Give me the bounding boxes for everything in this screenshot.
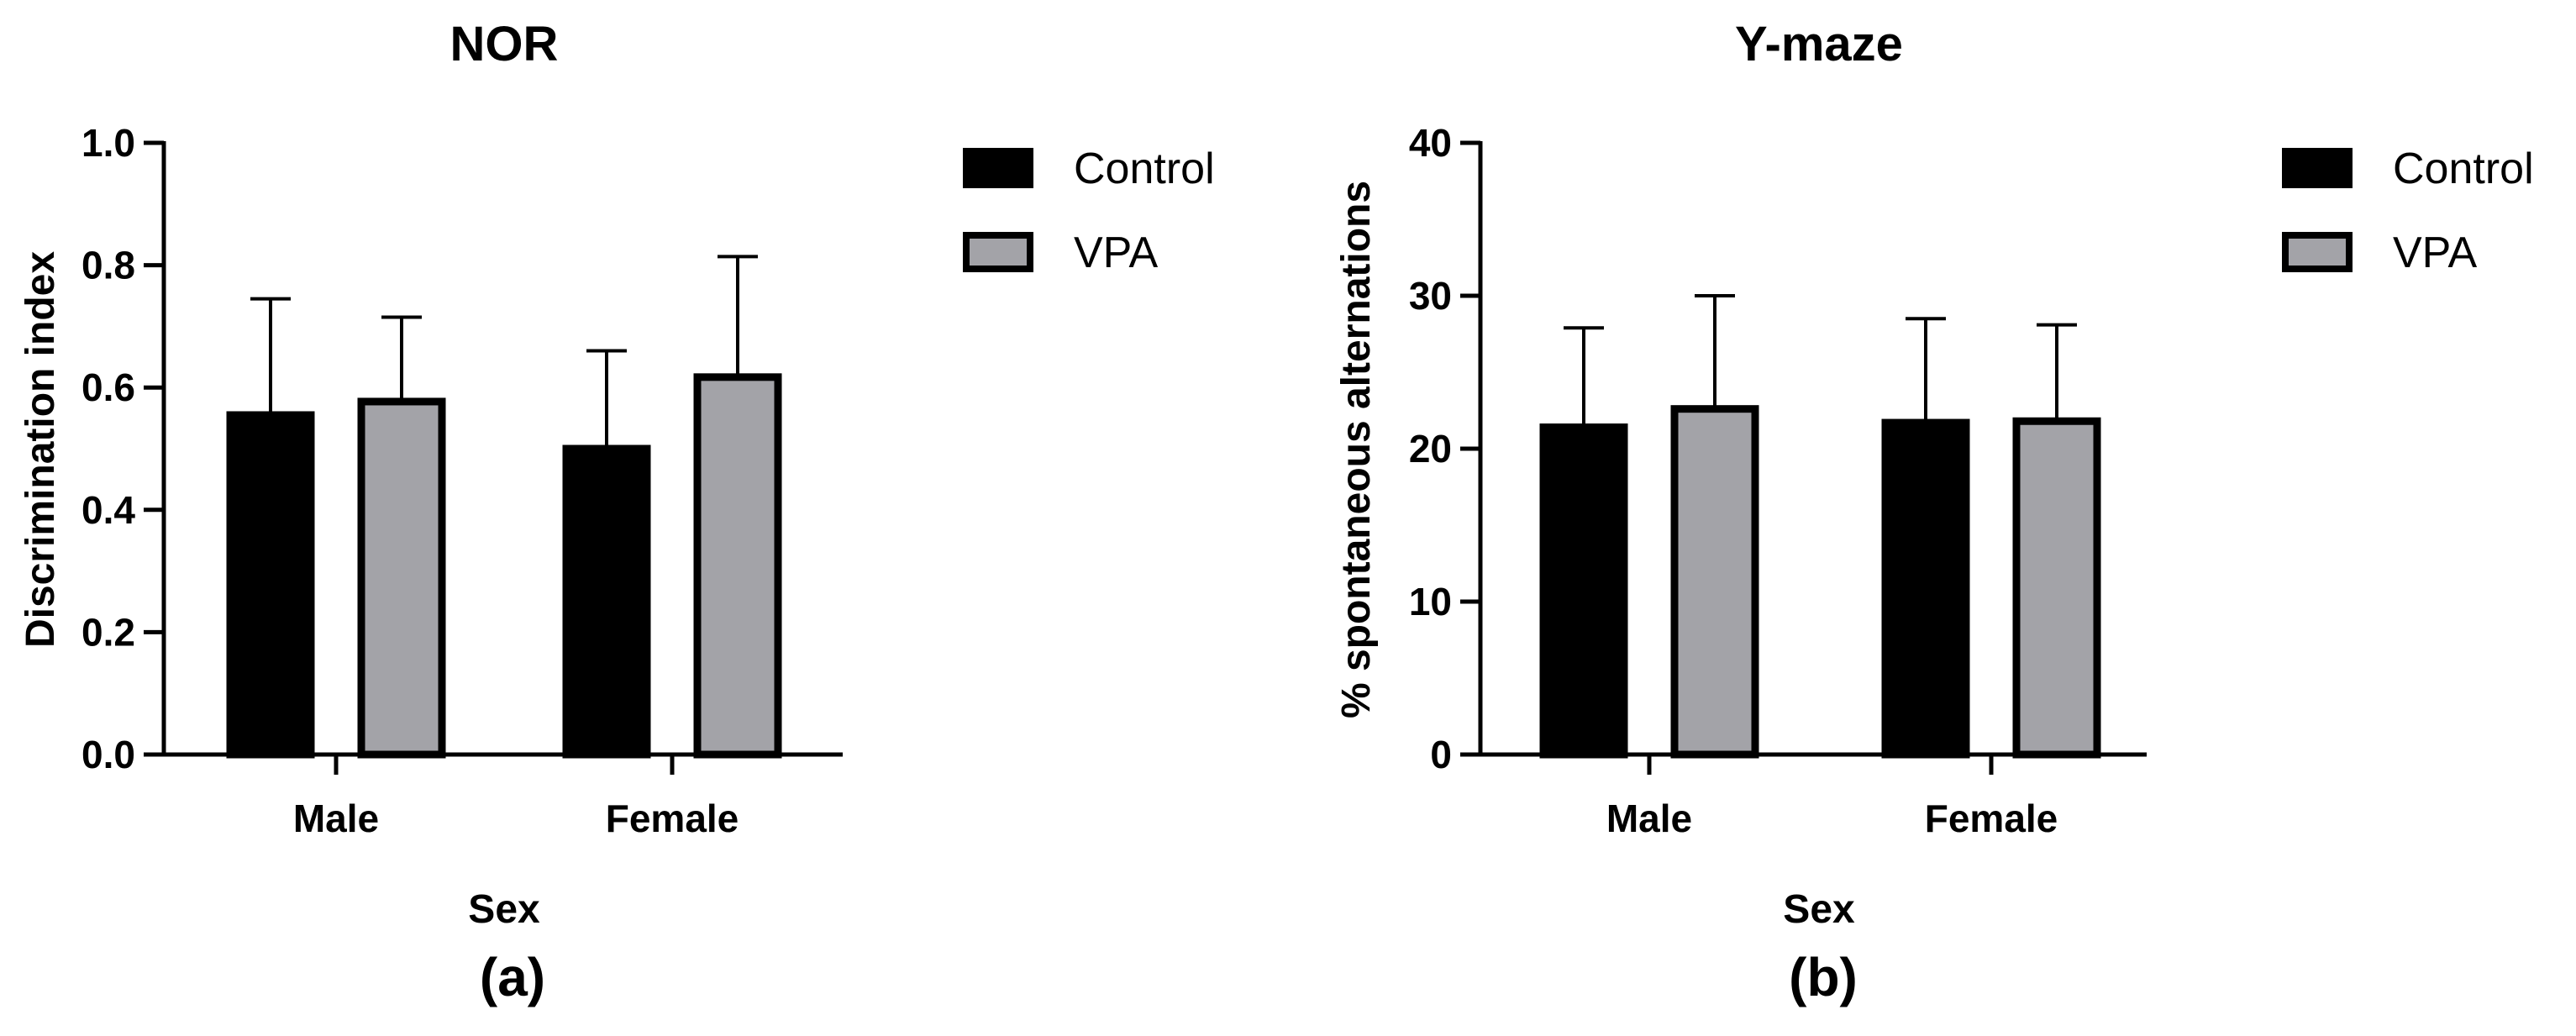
y-tick-label: 1.0: [81, 121, 135, 165]
x-tick-label: Female: [606, 797, 739, 840]
legend-label: VPA: [1074, 229, 1159, 277]
bar: [1670, 405, 1759, 759]
y-tick-label: 0.0: [81, 733, 135, 776]
legend-label: Control: [1074, 145, 1215, 193]
chart-title: NOR: [450, 17, 559, 71]
y-tick-label: 40: [1409, 121, 1452, 165]
x-tick-label: Female: [1925, 797, 2058, 840]
plot-area: 0 10 20 30 40 Male Female: [1409, 121, 2147, 840]
x-axis-label: Sex: [468, 887, 540, 932]
bar: [693, 373, 782, 759]
y-axis-label: % spontaneous alternations: [1334, 181, 1379, 718]
legend: Control VPA: [2282, 145, 2534, 277]
bar: [226, 411, 315, 759]
y-tick-label: 0.4: [81, 488, 135, 532]
legend-swatch: [963, 232, 1033, 272]
y-tick-label: 20: [1409, 427, 1452, 471]
y-tick-label: 0: [1430, 733, 1452, 776]
x-axis-label: Sex: [1783, 887, 1855, 932]
x-tick-label: Male: [293, 797, 379, 840]
y-tick-label: 0.2: [81, 610, 135, 654]
legend: Control VPA: [963, 145, 1215, 277]
bar: [1881, 418, 1970, 759]
chart-title: Y-maze: [1735, 17, 1903, 71]
bar: [357, 397, 446, 759]
chart-panel-a: NOR Discrimination index Sex (a) 0.00.20…: [18, 17, 1215, 1007]
legend-label: VPA: [2393, 229, 2478, 277]
y-tick-label: 10: [1409, 580, 1452, 623]
bar: [1539, 423, 1628, 759]
y-axis-label: Discrimination index: [18, 251, 63, 648]
y-tick-label: 0.6: [81, 365, 135, 409]
panel-label: (a): [480, 947, 545, 1007]
legend-swatch: [2282, 148, 2353, 188]
panel-label: (b): [1789, 947, 1858, 1007]
x-tick-label: Male: [1606, 797, 1692, 840]
bar: [2012, 417, 2101, 759]
legend-swatch: [963, 148, 1033, 188]
plot-area: 0.0 0.2 0.4 0.6 0.8 1.0 Male Female: [81, 121, 843, 840]
y-tick-label: 30: [1409, 274, 1452, 318]
legend-swatch: [2282, 232, 2353, 272]
chart-panel-b: Y-maze % spontaneous alternations Sex (b…: [1334, 17, 2534, 1007]
y-tick-label: 0.8: [81, 244, 135, 287]
legend-label: Control: [2393, 145, 2534, 193]
bar: [562, 444, 651, 759]
